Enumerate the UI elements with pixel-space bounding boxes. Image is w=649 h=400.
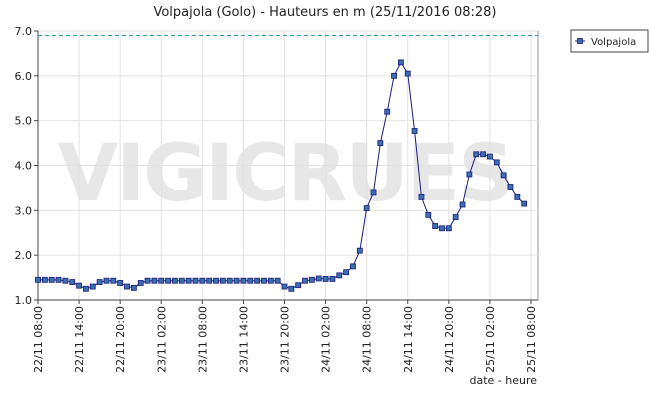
marker (322, 276, 329, 282)
marker (493, 159, 500, 166)
x-tick-label: 24/11 20:00 (443, 306, 456, 373)
marker (459, 201, 466, 208)
marker (432, 223, 439, 229)
marker (480, 151, 486, 158)
y-tick-label: 2.0 (15, 249, 33, 262)
marker (302, 277, 308, 284)
x-tick-label: 23/11 02:00 (155, 306, 168, 373)
y-tick-label: 7.0 (15, 25, 33, 38)
marker (308, 276, 315, 283)
x-tick-label: 22/11 14:00 (73, 306, 86, 373)
marker (96, 279, 103, 285)
x-tick-label: 25/11 02:00 (484, 306, 497, 373)
marker (500, 172, 507, 179)
marker (158, 277, 165, 284)
marker (192, 277, 199, 284)
marker (185, 277, 192, 284)
x-tick-label: 24/11 02:00 (320, 306, 333, 373)
marker (213, 277, 219, 284)
marker (445, 225, 452, 232)
x-tick-label: 24/11 14:00 (402, 306, 415, 373)
marker (124, 283, 130, 290)
marker (452, 214, 459, 220)
marker (206, 277, 213, 284)
marker (199, 277, 206, 284)
marker (172, 277, 178, 284)
marker (144, 277, 151, 284)
marker (521, 200, 528, 207)
y-tick-label: 1.0 (15, 294, 33, 307)
legend-marker (577, 38, 583, 44)
marker (507, 184, 514, 190)
y-tick-label: 5.0 (15, 115, 33, 128)
marker (391, 72, 397, 79)
x-axis-label: date - heure (469, 374, 537, 387)
marker (411, 128, 418, 134)
y-tick-label: 6.0 (15, 70, 33, 83)
marker (425, 211, 432, 218)
marker (439, 225, 445, 232)
marker (117, 280, 124, 286)
marker (384, 108, 391, 115)
marker (247, 277, 254, 284)
marker (295, 282, 302, 289)
marker (370, 189, 377, 196)
marker (398, 59, 404, 66)
chart-title: Volpajola (Golo) - Hauteurs en m (25/11/… (153, 5, 496, 20)
marker (418, 193, 425, 200)
marker (137, 280, 144, 286)
marker (219, 277, 226, 284)
marker (233, 277, 240, 284)
legend-box (570, 29, 649, 53)
y-tick-label: 3.0 (15, 204, 33, 217)
marker (274, 277, 281, 284)
marker (69, 279, 76, 285)
x-tick-label: 22/11 08:00 (32, 306, 45, 373)
marker (151, 277, 158, 284)
legend-label: Volpajola (591, 37, 636, 48)
marker (261, 277, 267, 284)
marker (377, 140, 384, 146)
marker (35, 276, 41, 283)
x-tick-label: 22/11 20:00 (114, 306, 127, 373)
marker (83, 285, 89, 292)
marker (343, 269, 350, 276)
marker (178, 277, 185, 284)
x-tick-label: 25/11 08:00 (525, 306, 538, 373)
marker (315, 275, 322, 282)
marker (473, 151, 480, 158)
marker (165, 277, 171, 284)
x-tick-label: 23/11 20:00 (279, 306, 292, 373)
marker (281, 283, 288, 290)
marker (62, 277, 69, 284)
marker (240, 277, 247, 284)
marker (76, 282, 82, 289)
marker (350, 263, 356, 270)
marker (55, 276, 62, 283)
marker (41, 276, 48, 283)
marker (226, 277, 233, 284)
marker (466, 171, 473, 178)
marker (48, 276, 55, 283)
marker (514, 193, 521, 200)
marker (329, 276, 336, 282)
marker (267, 277, 274, 284)
marker (110, 277, 117, 284)
x-tick-label: 23/11 14:00 (237, 306, 250, 373)
x-tick-label: 24/11 08:00 (361, 306, 374, 373)
x-tick-label: 23/11 08:00 (196, 306, 209, 373)
marker (288, 285, 295, 292)
marker (356, 247, 363, 254)
marker (404, 70, 411, 77)
marker (254, 277, 261, 284)
marker (363, 205, 370, 211)
marker (487, 153, 493, 160)
marker (103, 277, 110, 284)
marker (336, 272, 343, 279)
marker (130, 284, 137, 291)
marker (89, 283, 96, 290)
y-tick-label: 4.0 (15, 160, 33, 173)
watermark: VIGICRUES (58, 129, 513, 219)
